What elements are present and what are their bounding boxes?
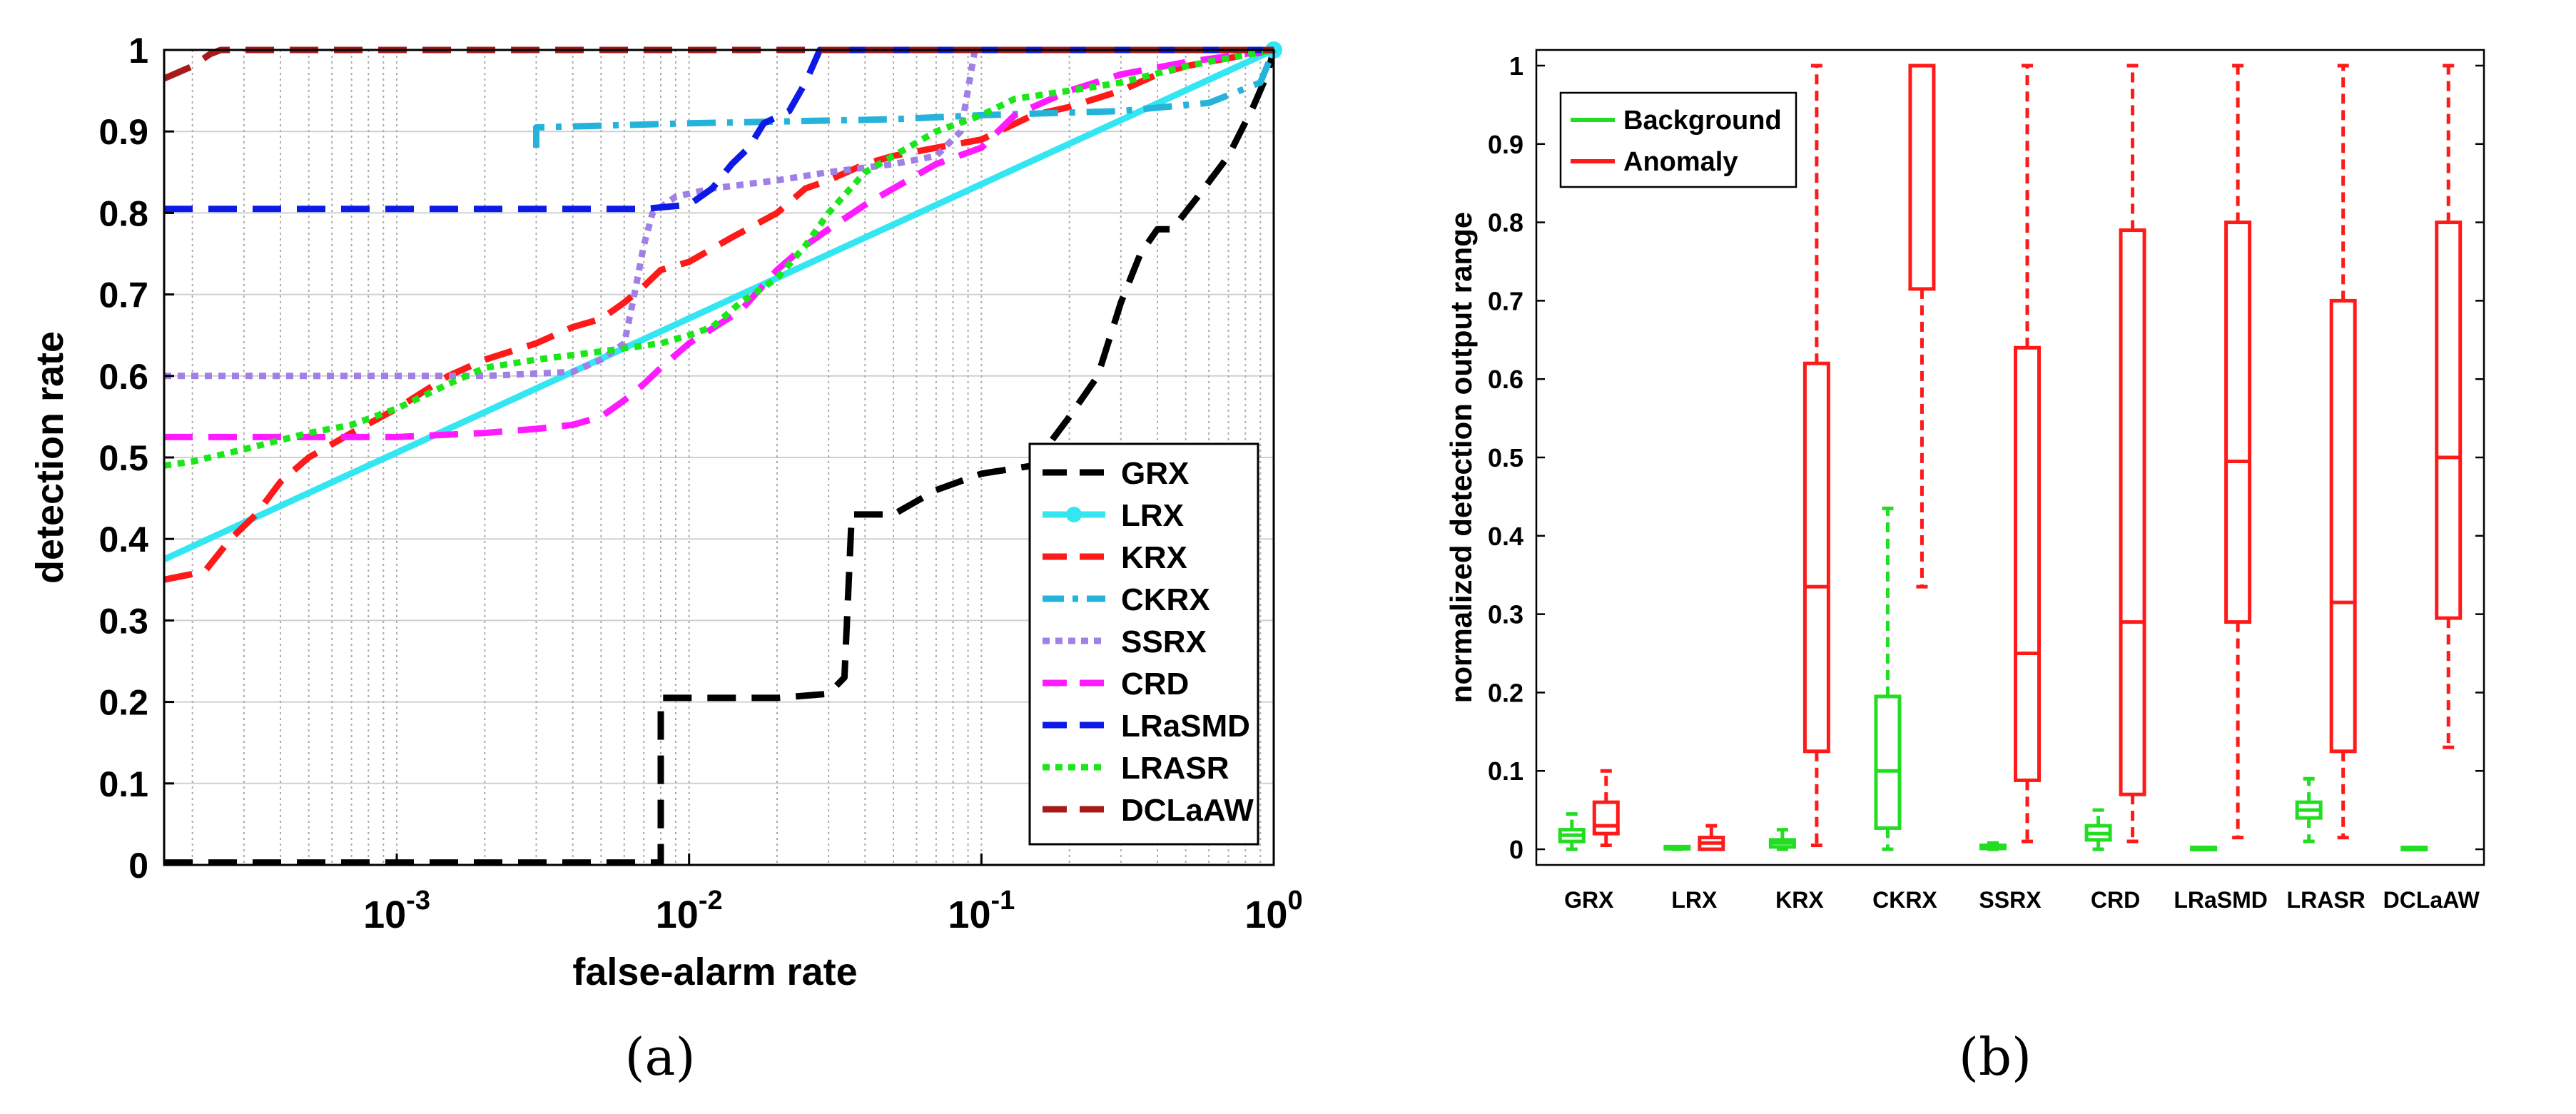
boxplot-y-tick-label: 1: [1509, 51, 1523, 81]
caption-a: (a): [624, 1027, 695, 1087]
box-anomaly-lrasr: [2329, 64, 2357, 840]
roc-x-tick-label: 10-2: [656, 886, 723, 936]
roc-y-tick-label: 0.9: [98, 112, 148, 152]
boxplot-x-tick-label-krx: KRX: [1775, 887, 1824, 913]
box-anomaly-crd: [2119, 64, 2146, 844]
roc-y-tick-label: 0.2: [98, 683, 148, 723]
roc-legend-label-crd: CRD: [1121, 667, 1189, 702]
box-anomaly-ssrx-iqr-box: [2014, 345, 2041, 782]
roc-legend-label-lrasmd: LRaSMD: [1121, 709, 1250, 744]
roc-legend-label-ssrx: SSRX: [1121, 624, 1207, 659]
boxplot-x-tick-label-lrasmd: LRaSMD: [2174, 887, 2268, 913]
roc-legend-label-lrx: LRX: [1121, 498, 1184, 533]
box-background-ckrx-iqr-box: [1874, 694, 1902, 830]
roc-x-tick-label: 10-1: [948, 886, 1015, 936]
box-anomaly-ssrx: [2014, 64, 2041, 844]
boxplot-legend: Background Anomaly: [1559, 91, 1797, 188]
roc-legend-label-lrasr: LRASR: [1121, 751, 1229, 786]
box-anomaly-ckrx-iqr-box: [1908, 64, 1936, 291]
boxplot-x-tick-label-lrasr: LRASR: [2287, 887, 2365, 913]
box-anomaly-lrasmd: [2224, 64, 2252, 840]
roc-curve-lrx: [163, 46, 1275, 562]
roc-y-tick-label: 0.6: [98, 357, 148, 397]
boxplot-y-tick-label: 0.2: [1488, 678, 1523, 707]
roc-y-tick-label: 1: [128, 31, 148, 71]
box-anomaly-krx: [1802, 64, 1830, 848]
roc-legend: GRX LRX KRX CKRX SSRX CRD LRaSMD LRASR DCLaAW: [1028, 442, 1259, 846]
roc-x-tick-label: 100: [1244, 886, 1302, 936]
box-background-grx: [1558, 812, 1586, 851]
boxplot-axis-ticks: 0 0.1 0.2 0.3 0.4 0.5 0.6 0.7 0.8 0.9 1 GRX LRX KRX CK…: [1488, 51, 2484, 913]
box-background-crd: [2084, 808, 2112, 851]
roc-y-tick-label: 0.7: [98, 275, 148, 315]
roc-y-tick-label: 0.5: [98, 438, 148, 478]
boxplot-y-tick-label: 0.1: [1488, 756, 1523, 786]
boxplot-y-tick-label: 0.8: [1488, 208, 1523, 238]
roc-x-axis-label: false-alarm rate: [572, 951, 857, 993]
box-background-krx: [1768, 828, 1796, 851]
roc-curve-lrasr: [163, 46, 1274, 469]
boxplot-y-tick-label: 0.6: [1488, 365, 1523, 394]
boxplot-y-tick-label: 0: [1509, 835, 1523, 864]
roc-legend-label-krx: KRX: [1121, 540, 1187, 575]
box-background-ckrx: [1874, 506, 1902, 851]
box-anomaly-grx: [1592, 769, 1620, 848]
box-background-dclaaw: [2400, 845, 2428, 851]
roc-legend-label-ckrx: CKRX: [1121, 582, 1210, 617]
boxplot-boxes: [1558, 64, 2463, 851]
boxplot-y-axis-label: normalized detection output range: [1444, 212, 1478, 703]
roc-y-tick-label: 0.4: [98, 520, 148, 559]
roc-legend-marker-lrx: [1066, 507, 1082, 522]
boxplot-x-tick-label-ckrx: CKRX: [1872, 887, 1937, 913]
roc-legend-label-dclaaw: DCLaAW: [1121, 793, 1254, 828]
box-anomaly-krx-iqr-box: [1802, 361, 1830, 754]
box-anomaly-dclaaw: [2435, 64, 2463, 749]
roc-y-tick-label: 0.8: [98, 193, 148, 233]
box-anomaly-lrx: [1698, 824, 1725, 851]
box-background-lrx: [1663, 844, 1691, 851]
roc-curve-ckrx: [533, 49, 1277, 148]
boxplot-x-tick-label-dclaaw: DCLaAW: [2383, 887, 2480, 913]
boxplot-x-tick-label-grx: GRX: [1564, 887, 1614, 913]
box-anomaly-lrasmd-iqr-box: [2224, 221, 2252, 624]
roc-legend-label-grx: GRX: [1121, 456, 1189, 491]
box-anomaly-lrasr-iqr-box: [2329, 298, 2357, 754]
roc-curve-crd: [164, 46, 1274, 440]
boxplot-legend-label-background: Background: [1623, 106, 1782, 136]
boxplot-y-tick-label: 0.9: [1488, 130, 1523, 159]
box-background-lrasmd: [2190, 845, 2218, 851]
roc-y-tick-label: 0.1: [98, 764, 148, 804]
roc-x-tick-label: 10-3: [363, 886, 430, 936]
boxplot-x-tick-label-lrx: LRX: [1671, 887, 1718, 913]
box-background-ssrx: [1979, 841, 2007, 851]
boxplot-x-tick-label-ssrx: SSRX: [1979, 887, 2042, 913]
boxplot-legend-box: [1559, 91, 1797, 188]
boxplot-x-tick-label-crd: CRD: [2091, 887, 2140, 913]
boxplot-panel: 0 0.1 0.2 0.3 0.4 0.5 0.6 0.7 0.8 0.9 1 GRX LRX KRX CK…: [1444, 49, 2485, 1087]
roc-curve-lrasmd: [164, 46, 1274, 213]
box-anomaly-grx-iqr-box: [1592, 800, 1620, 836]
box-anomaly-crd-iqr-box: [2119, 228, 2146, 796]
boxplot-y-tick-label: 0.7: [1488, 286, 1523, 315]
box-anomaly-ckrx: [1908, 64, 1936, 589]
roc-curve-krx: [163, 46, 1274, 583]
roc-axis-ticks: 0 0.1 0.2 0.3 0.4 0.5 0.6 0.7 0.8 0.9 1 10-3 10-2 10-…: [98, 31, 1302, 936]
roc-chart-panel: 0 0.1 0.2 0.3 0.4 0.5 0.6 0.7 0.8 0.9 1 10-3 10-2 10-…: [29, 31, 1303, 1087]
boxplot-y-tick-label: 0.4: [1488, 522, 1523, 551]
roc-y-axis-label: detection rate: [29, 331, 71, 584]
box-anomaly-dclaaw-iqr-box: [2435, 221, 2463, 620]
boxplot-y-tick-label: 0.5: [1488, 443, 1523, 472]
caption-b: (b): [1959, 1027, 2032, 1087]
box-background-lrasr: [2295, 776, 2323, 844]
roc-y-tick-label: 0: [128, 846, 148, 886]
boxplot-y-tick-label: 0.3: [1488, 600, 1523, 629]
boxplot-legend-label-anomaly: Anomaly: [1623, 147, 1738, 177]
roc-y-tick-label: 0.3: [98, 601, 148, 641]
